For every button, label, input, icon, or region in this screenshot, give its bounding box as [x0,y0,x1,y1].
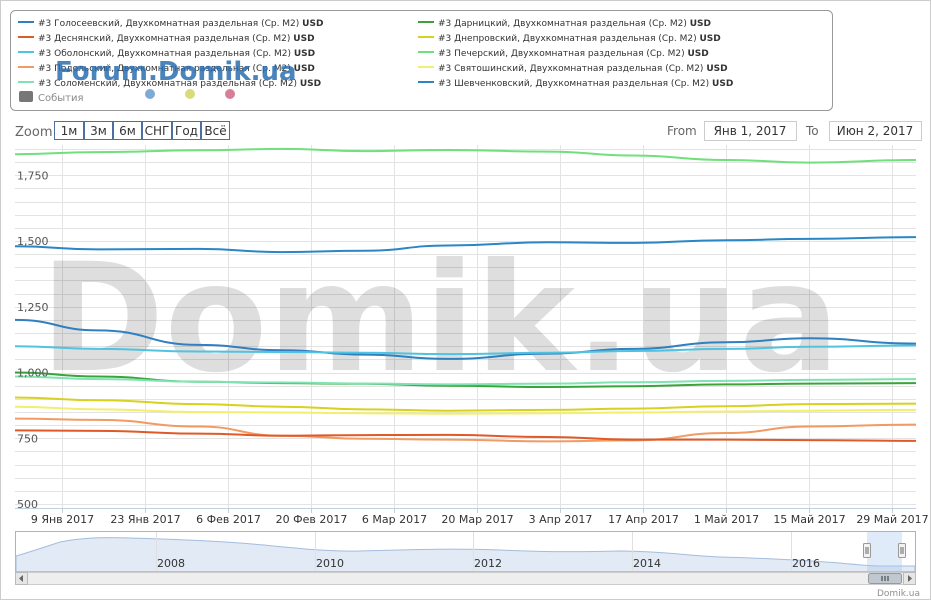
from-date-input[interactable] [704,121,797,141]
legend-item-label: #3 Святошинский, Двухкомнатная раздельна… [438,64,728,74]
legend-item[interactable]: #3 Дарницкий, Двухкомнатная раздельная (… [418,19,711,29]
to-date-input[interactable] [829,121,922,141]
navigator-right-handle[interactable] [898,543,906,558]
x-tick-label: 17 Апр 2017 [608,513,679,526]
series-line[interactable] [14,405,917,415]
series-line[interactable] [14,236,917,254]
legend-item[interactable]: #3 Голосеевский, Двухкомнатная раздельна… [18,19,323,29]
zoom-button-label: Год [175,124,198,138]
navigator-selected-range[interactable] [867,532,902,571]
legend-item[interactable]: #3 Шевченковский, Двухкомнатная раздельн… [418,79,733,89]
plot-area: Domik.ua 500 750 1,000 1,250 1,500 1,750 9 Ян… [14,145,929,526]
series-line[interactable] [14,147,917,164]
y-tick-label: 1,000 [17,367,49,380]
forum-watermark: Forum.Domik.ua [55,57,297,87]
legend-item[interactable]: #3 Оболонский, Двухкомнатная раздельная … [18,49,315,59]
from-date-value: Янв 1, 2017 [714,124,787,138]
event-marker-dot[interactable] [185,89,195,99]
plot-background [15,145,916,508]
zoom-button-label: 6м [119,124,136,138]
y-tick-label: 500 [17,498,38,511]
navigator-year-label: 2008 [157,557,185,570]
to-label: To [805,124,819,138]
legend-box [10,10,833,111]
zoom-button-label: СНГ [145,124,170,138]
legend-item[interactable]: #3 Деснянский, Двухкомнатная раздельная … [18,34,315,44]
navigator-year-label: 2016 [792,557,820,570]
legend-item[interactable]: #3 Соломенский, Двухкомнатная раздельная… [18,79,321,89]
zoom-button-frame [142,121,172,140]
legend-item[interactable]: #3 Подольский, Двухкомнатная раздельная … [18,64,315,74]
x-tick-label: 1 Май 2017 [694,513,759,526]
scroll-right-arrow-icon [908,575,912,582]
legend-item-label: #3 Дарницкий, Двухкомнатная раздельная (… [438,19,711,29]
navigator-year-label: 2014 [633,557,661,570]
events-label[interactable]: События [38,93,84,104]
y-tick-label: 750 [17,432,38,445]
events-icon[interactable] [19,91,33,102]
zoom-button[interactable]: 1м [54,121,84,140]
y-tick-label: 1,250 [17,301,49,314]
scrollbar-track[interactable] [15,572,916,585]
x-tick-label: 20 Фев 2017 [276,513,348,526]
legend-item-label: #3 Днепровский, Двухкомнатная раздельная… [438,34,721,44]
zoom-button[interactable]: Год [172,121,201,140]
to-date-value: Июн 2, 2017 [837,124,914,138]
series-line[interactable] [14,344,917,356]
x-tick-label: 9 Янв 2017 [31,513,94,526]
legend-item-label: #3 Голосеевский, Двухкомнатная раздельна… [38,19,323,29]
zoom-button[interactable]: Всё [201,121,230,140]
zoom-button-frame [84,121,113,140]
legend-item-label: #3 Подольский, Двухкомнатная раздельная … [38,64,315,74]
series-line[interactable] [14,417,917,443]
x-tick-label: 3 Апр 2017 [529,513,593,526]
zoom-button-label: 1м [61,124,78,138]
watermark: Domik.ua [40,232,840,406]
navigator-series-area [15,537,916,573]
zoom-button-frame [113,121,142,140]
x-tick-label: 6 Фев 2017 [196,513,261,526]
legend-item-label: #3 Соломенский, Двухкомнатная раздельная… [38,79,321,89]
legend-item[interactable]: #3 Святошинский, Двухкомнатная раздельна… [418,64,728,74]
series-line[interactable] [14,429,917,442]
x-tick-label: 20 Мар 2017 [441,513,513,526]
zoom-button-frame [201,121,230,140]
zoom-button-frame [54,121,84,140]
zoom-button-label: 3м [90,124,107,138]
event-marker-dot[interactable] [225,89,235,99]
y-tick-label: 1,500 [17,235,49,248]
navigator-year-label: 2012 [474,557,502,570]
scroll-left-arrow-icon [19,575,23,582]
event-marker-dot[interactable] [145,89,155,99]
zoom-button[interactable]: 3м [84,121,113,140]
legend-item[interactable]: #3 Печерский, Двухкомнатная раздельная (… [418,49,709,59]
series-line[interactable] [14,318,917,360]
footer-credit[interactable]: Domik.ua [877,589,920,599]
legend-item-label: #3 Печерский, Двухкомнатная раздельная (… [438,49,709,59]
x-tick-label: 23 Янв 2017 [110,513,180,526]
zoom-button-frame [172,121,201,140]
legend-item-label: #3 Деснянский, Двухкомнатная раздельная … [38,34,315,44]
x-tick-label: 29 Май 2017 [856,513,928,526]
zoom-button[interactable]: СНГ [142,121,172,140]
y-tick-label: 1,750 [17,169,49,182]
navigator: 2008 2010 2012 2014 2016 [15,531,916,585]
x-tick-label: 6 Мар 2017 [362,513,427,526]
navigator-year-label: 2010 [316,557,344,570]
zoom-label: Zoom [15,125,52,140]
series-line[interactable] [14,375,917,386]
zoom-button[interactable]: 6м [113,121,142,140]
from-label: From [667,124,697,138]
legend-item-label: #3 Шевченковский, Двухкомнатная раздельн… [438,79,733,89]
legend: #3 Голосеевский, Двухкомнатная раздельна… [10,10,833,111]
navigator-left-handle[interactable] [863,543,871,558]
zoom-button-label: Всё [204,124,226,138]
legend-item[interactable]: #3 Днепровский, Двухкомнатная раздельная… [418,34,721,44]
series-line[interactable] [14,396,917,412]
legend-item-label: #3 Оболонский, Двухкомнатная раздельная … [38,49,315,59]
x-tick-label: 15 Май 2017 [773,513,845,526]
range-selector: Zoom 1м 3м 6м СНГ Год Всё From Янв 1, 2017 To… [15,121,922,141]
